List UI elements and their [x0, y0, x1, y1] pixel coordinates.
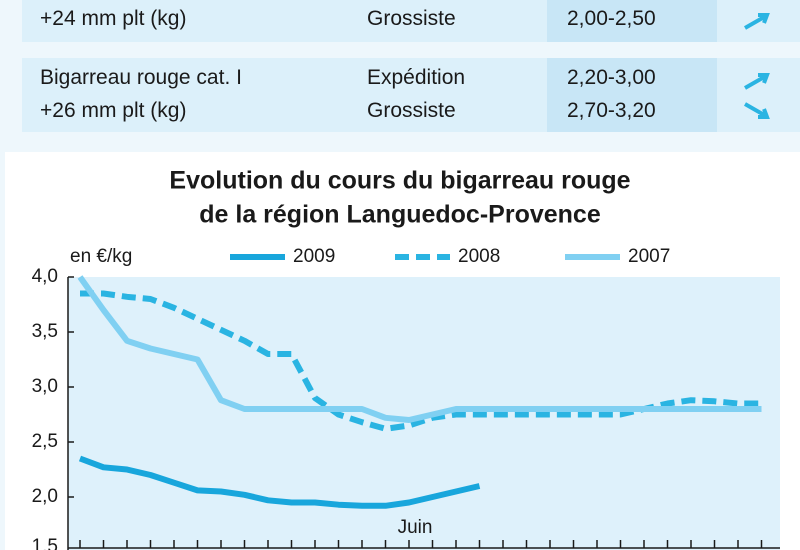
stage: Grossiste — [367, 7, 456, 30]
legend-label: 2007 — [628, 246, 670, 267]
x-tick-label: Juin — [398, 517, 433, 538]
y-tick-label: 2,0 — [32, 486, 58, 507]
series-line — [77, 275, 762, 423]
series-line — [78, 455, 481, 509]
chart-subtitle: de la région Languedoc-Provence — [199, 201, 601, 229]
product: +26 mm plt (kg) — [40, 99, 187, 122]
trend-arrow — [744, 102, 770, 119]
price: 2,20-3,00 — [567, 66, 656, 89]
trend-arrow — [744, 73, 770, 90]
product: +24 mm plt (kg) — [40, 7, 187, 30]
chart-title: Evolution du cours du bigarreau rouge — [169, 167, 630, 195]
legend-label: 2009 — [293, 246, 335, 267]
table-row: +24 mm plt (kg) Grossiste 2,00-2,50 — [22, 0, 800, 42]
trend-arrow — [744, 13, 770, 30]
stage: Grossiste — [367, 99, 456, 122]
table-row: Bigarreau rouge cat. I +26 mm plt (kg) E… — [22, 58, 800, 132]
y-tick-label: 3,0 — [32, 376, 58, 397]
legend-label: 2008 — [458, 246, 500, 267]
y-tick-label: 1,5 — [32, 536, 58, 550]
price: 2,00-2,50 — [567, 7, 656, 30]
y-tick-label: 2,5 — [32, 431, 58, 452]
stage: Expédition — [367, 66, 466, 89]
y-axis-label: en €/kg — [70, 246, 132, 267]
price: 2,70-3,20 — [567, 99, 656, 122]
y-tick-label: 4,0 — [32, 266, 58, 287]
product: Bigarreau rouge cat. I — [40, 66, 242, 89]
y-tick-label: 3,5 — [32, 321, 58, 342]
